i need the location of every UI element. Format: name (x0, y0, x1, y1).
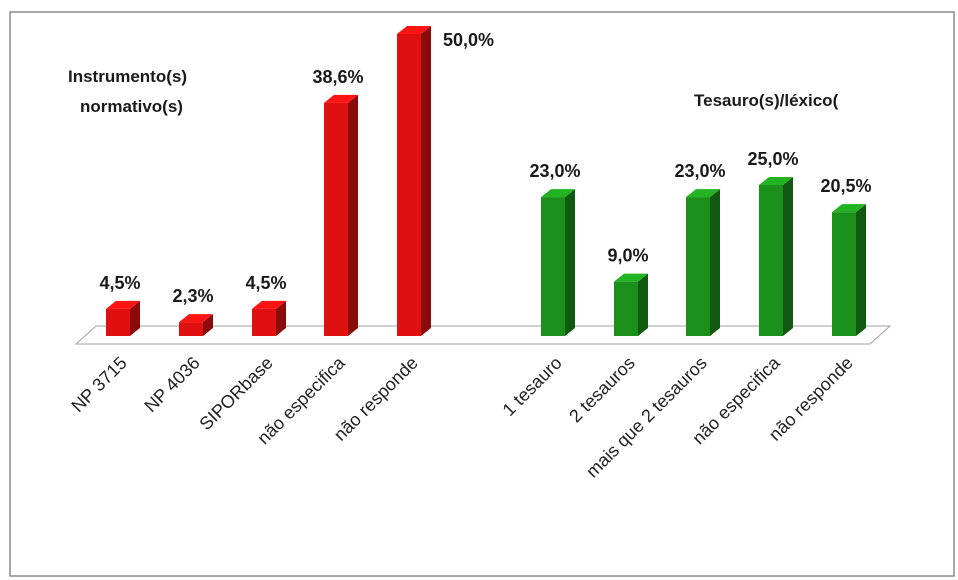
bar-normativo-3 (324, 94, 358, 336)
bar-top (541, 189, 575, 198)
group-title-normativo-line1: Instrumento(s) (68, 67, 187, 86)
bar-side (638, 273, 648, 336)
bars-layer (106, 26, 866, 336)
bar-side (856, 204, 866, 336)
group-title-tesauro: Tesauro(s)/léxico( (694, 91, 839, 110)
bar-front (832, 212, 856, 336)
value-label: 23,0% (674, 161, 725, 181)
bar-tesauro-2 (686, 189, 720, 336)
bar-side (130, 300, 140, 336)
bar-front (179, 322, 203, 336)
bar-top (179, 314, 213, 323)
group-title-normativo-line2: normativo(s) (80, 97, 183, 116)
bar-front (252, 308, 276, 336)
value-label: 4,5% (245, 273, 286, 293)
value-label: 4,5% (99, 273, 140, 293)
bar-top (759, 177, 793, 185)
value-labels: 4,5% 2,3% 4,5% 38,6% 50,0% 23,0% 9,0% 23,0% 25,0… (99, 30, 871, 306)
bar-normativo-1 (179, 314, 213, 336)
bar-top (832, 204, 866, 213)
value-label: 25,0% (747, 149, 798, 169)
bar-front (324, 102, 348, 336)
value-label: 2,3% (172, 286, 213, 306)
bar-front (541, 197, 565, 336)
bar-normativo-2 (252, 300, 286, 336)
bar-top (614, 273, 648, 282)
bar-tesauro-3 (759, 177, 793, 336)
value-label: 38,6% (312, 67, 363, 87)
bar-side (710, 189, 720, 336)
bar-side (203, 314, 213, 336)
value-label: 50,0% (443, 30, 494, 50)
value-label: 23,0% (529, 161, 580, 181)
bar-side (276, 300, 286, 336)
bar-normativo-0 (106, 300, 140, 336)
value-label: 9,0% (607, 246, 648, 266)
bar-tesauro-4 (832, 204, 866, 336)
bar-front (686, 197, 710, 336)
bar-top (324, 94, 358, 103)
chart-border (9, 11, 955, 577)
bar-front (759, 185, 783, 336)
bar-side (348, 94, 358, 336)
bar-side (783, 177, 793, 336)
bar-front (106, 308, 130, 336)
bar-front (614, 281, 638, 336)
bar-top (252, 300, 286, 309)
bar-top (106, 300, 140, 309)
bar-top (686, 189, 720, 198)
bar-tesauro-0 (541, 189, 575, 336)
value-label: 20,5% (820, 176, 871, 196)
bar-normativo-4 (397, 26, 431, 336)
bar-top (397, 26, 431, 34)
bar-side (565, 189, 575, 336)
bar-tesauro-1 (614, 273, 648, 336)
bar-side (421, 26, 431, 336)
bar-front (397, 34, 421, 336)
